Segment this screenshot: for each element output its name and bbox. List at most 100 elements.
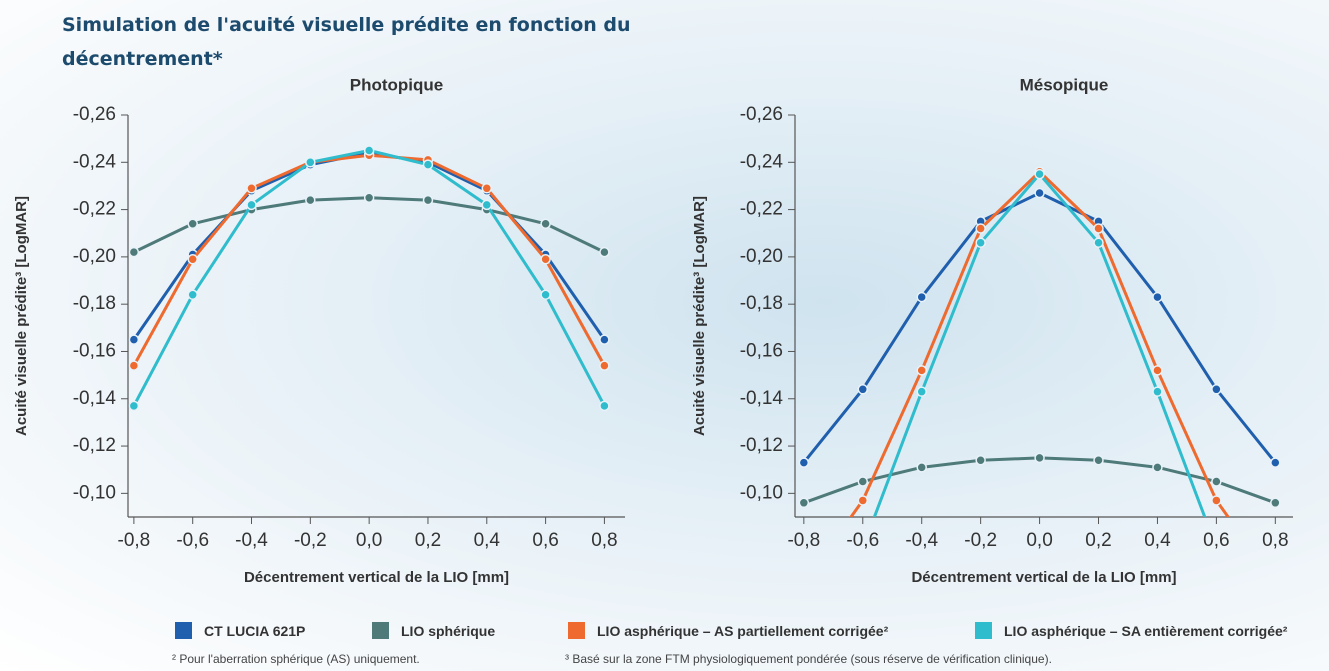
footnote: ³ Basé sur la zone FTM physiologiquement…: [565, 652, 1052, 666]
x-tick-label: -0,8: [118, 530, 151, 551]
x-tick-label: -0,2: [294, 530, 327, 551]
data-point: [599, 400, 610, 412]
data-point: [1093, 454, 1104, 466]
data-point: [1271, 579, 1280, 588]
series-line: [132, 153, 606, 367]
y-tick-label: -0,18: [73, 293, 116, 314]
data-point: [799, 579, 808, 588]
x-tick-label: 0,6: [532, 530, 558, 551]
data-point: [363, 145, 375, 156]
data-point: [246, 199, 257, 211]
x-tick-label: -0,4: [235, 530, 268, 551]
legend-item: LIO sphérique: [372, 622, 495, 639]
data-point: [481, 199, 493, 211]
x-tick-label: 0,4: [1144, 530, 1171, 551]
y-tick-label: -0,22: [740, 199, 783, 220]
legend-swatch: [372, 622, 389, 639]
data-point: [540, 218, 551, 230]
data-point: [1034, 187, 1045, 199]
data-point: [1270, 497, 1281, 509]
footnote: ² Pour l'aberration sphérique (AS) uniqu…: [172, 652, 420, 666]
data-point: [1152, 291, 1163, 303]
y-tick-label: -0,24: [740, 151, 784, 172]
data-point: [187, 289, 198, 300]
y-tick-label: -0,12: [73, 435, 116, 456]
y-tick-label: -0,14: [740, 388, 784, 409]
data-point: [363, 192, 375, 204]
data-point: [916, 462, 927, 473]
plot: Mésopique -0,26 -0,24 -0,22 -0,20 -0,18 -0,16 -…: [691, 75, 1293, 588]
x-tick-label: -0,8: [787, 530, 820, 551]
legend-label: LIO sphérique: [401, 622, 496, 639]
data-point: [1152, 365, 1163, 376]
y-tick-label: -0,16: [740, 340, 783, 361]
legend-item: LIO asphérique – AS partiellement corrig…: [568, 622, 888, 639]
page-title: Simulation de l'acuité visuelle prédite …: [62, 14, 631, 70]
data-point: [1152, 386, 1163, 397]
data-point: [975, 237, 986, 248]
data-point: [187, 218, 198, 230]
legend-swatch: [975, 622, 992, 639]
x-tick-label: 0,2: [1085, 530, 1111, 551]
x-axis-label: Décentrement vertical de la LIO [mm]: [911, 569, 1176, 586]
y-tick-label: -0,24: [73, 151, 117, 172]
x-tick-label: 0,0: [1026, 530, 1052, 551]
series-line: [803, 456, 1276, 505]
charts: Photopique -0,26 -0,24 -0,22 -0,20 -0,18 -0,16…: [13, 75, 1293, 588]
x-tick-label: -0,4: [905, 530, 938, 551]
legend-item: LIO asphérique – SA entièrement corrigée…: [975, 622, 1287, 639]
data-point: [1270, 457, 1281, 468]
series-line: [132, 148, 606, 407]
data-point: [128, 334, 140, 345]
data-point: [1152, 462, 1163, 473]
y-tick-label: -0,14: [73, 388, 117, 409]
data-point: [975, 223, 986, 234]
data-point: [798, 457, 810, 468]
data-point: [540, 289, 551, 300]
y-tick-label: -0,22: [73, 199, 116, 220]
data-point: [1211, 384, 1222, 395]
data-point: [916, 365, 927, 376]
plot-area: [798, 166, 1281, 588]
data-point: [422, 159, 434, 170]
y-axis-label: Acuité visuelle prédite³ [LogMAR]: [691, 196, 708, 436]
x-tick-label: -0,6: [176, 530, 209, 551]
legend-label: LIO asphérique – SA entièrement corrigée…: [1004, 622, 1288, 639]
x-tick-label: 0,2: [415, 530, 441, 551]
data-point: [1211, 476, 1222, 487]
data-point: [481, 183, 493, 194]
plot: Photopique -0,26 -0,24 -0,22 -0,20 -0,18 -0,16…: [13, 75, 625, 586]
x-axis-label: Décentrement vertical de la LIO [mm]: [244, 569, 509, 586]
data-point: [1034, 452, 1045, 464]
y-tick-label: -0,16: [73, 340, 116, 361]
data-point: [1093, 223, 1104, 234]
plot-area: [128, 145, 610, 412]
x-tick-label: -0,6: [846, 530, 879, 551]
x-tick-label: 0,6: [1203, 530, 1229, 551]
y-tick-label: -0,10: [73, 482, 116, 503]
x-tick-label: -0,2: [964, 530, 997, 551]
data-point: [305, 194, 316, 206]
data-point: [305, 157, 316, 168]
data-point: [975, 454, 986, 466]
data-point: [128, 360, 140, 371]
data-point: [857, 476, 869, 487]
data-point: [1034, 168, 1045, 180]
data-point: [422, 194, 434, 206]
x-tick-label: 0,4: [474, 530, 501, 551]
data-point: [857, 495, 869, 506]
data-point: [540, 253, 551, 265]
data-point: [599, 360, 610, 371]
legend-item: CT LUCIA 621P: [175, 622, 305, 639]
data-point: [1211, 495, 1222, 506]
subplot-title: Photopique: [350, 75, 443, 94]
data-point: [599, 334, 610, 345]
x-tick-label: 0,8: [1262, 530, 1288, 551]
x-tick-label: 0,0: [356, 530, 382, 551]
subplot-title: Mésopique: [1020, 75, 1109, 94]
data-point: [246, 183, 257, 194]
legend-swatch: [175, 622, 192, 639]
x-tick-label: 0,8: [591, 530, 617, 551]
data-point: [798, 497, 810, 509]
